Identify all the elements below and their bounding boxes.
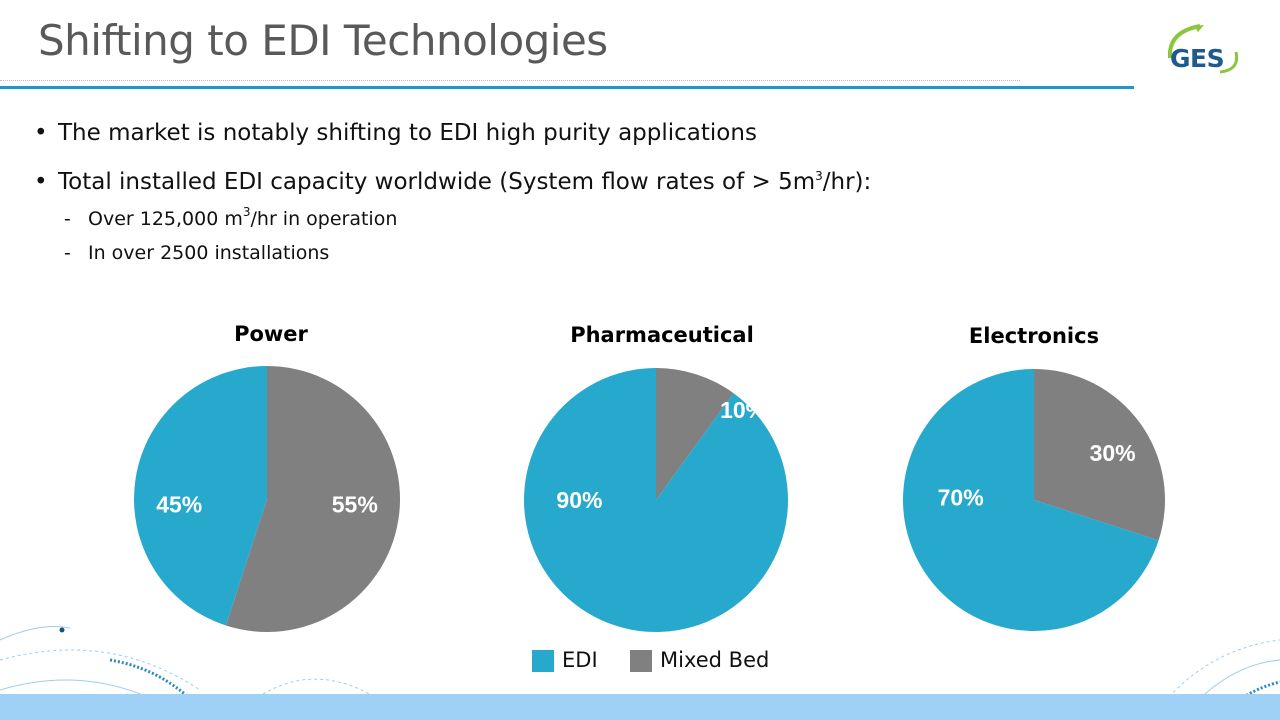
pie-chart-pharmaceutical: 10% 90% bbox=[524, 368, 788, 632]
legend-label: Mixed Bed bbox=[660, 648, 770, 672]
chart-title-electronics: Electronics bbox=[968, 324, 1100, 348]
chart-title-power: Power bbox=[234, 322, 308, 346]
data-label-edi: 45% bbox=[156, 491, 202, 517]
pie-slice-mixed-bed bbox=[225, 366, 400, 632]
dotted-divider bbox=[0, 80, 1020, 81]
bullet-text-part: /hr): bbox=[822, 169, 872, 195]
sub-bullet-text: In over 2500 installations bbox=[88, 242, 330, 264]
data-label-mixed-bed: 10% bbox=[720, 397, 766, 423]
legend-swatch-mixed-bed bbox=[630, 650, 652, 672]
sub-text-part: Over 125,000 m bbox=[88, 208, 243, 230]
sub-bullet-text: Over 125,000 m3/hr in operation bbox=[88, 205, 398, 230]
bullet-text-part: Total installed EDI capacity worldwide (… bbox=[58, 169, 816, 195]
superscript: 3 bbox=[815, 169, 823, 183]
superscript: 3 bbox=[242, 205, 251, 219]
footer-band bbox=[0, 694, 1280, 720]
pie-slice-edi bbox=[903, 369, 1159, 631]
slide-title: Shifting to EDI Technologies bbox=[38, 16, 608, 65]
data-label-edi: 70% bbox=[938, 484, 984, 510]
sub-text-part: /hr in operation bbox=[250, 208, 398, 230]
pie-slice-mixed-bed bbox=[656, 368, 734, 500]
pie-slice-mixed-bed bbox=[1034, 369, 1165, 541]
dash: - bbox=[64, 242, 71, 264]
chart-title-pharmaceutical: Pharmaceutical bbox=[570, 323, 754, 347]
legend-label: EDI bbox=[562, 648, 598, 672]
bullet-text: The market is notably shifting to EDI hi… bbox=[58, 120, 757, 146]
pie-chart-power: 55% 45% bbox=[134, 366, 400, 632]
pie-chart-electronics: 30% 70% bbox=[903, 369, 1165, 631]
ges-logo-icon bbox=[1167, 24, 1239, 74]
pie-slice-edi bbox=[134, 366, 267, 626]
bullet-text: Total installed EDI capacity worldwide (… bbox=[58, 169, 871, 195]
data-label-edi: 90% bbox=[556, 487, 602, 513]
pie-slice-edi bbox=[524, 368, 788, 632]
bullet-dot: • bbox=[34, 169, 48, 195]
logo-text: GES bbox=[1170, 44, 1225, 73]
dash: - bbox=[64, 208, 71, 230]
title-underline bbox=[0, 86, 1134, 89]
legend-swatch-edi bbox=[532, 650, 554, 672]
data-label-mixed-bed: 55% bbox=[332, 491, 378, 517]
bullet-dot: • bbox=[34, 120, 48, 146]
data-label-mixed-bed: 30% bbox=[1090, 440, 1136, 466]
